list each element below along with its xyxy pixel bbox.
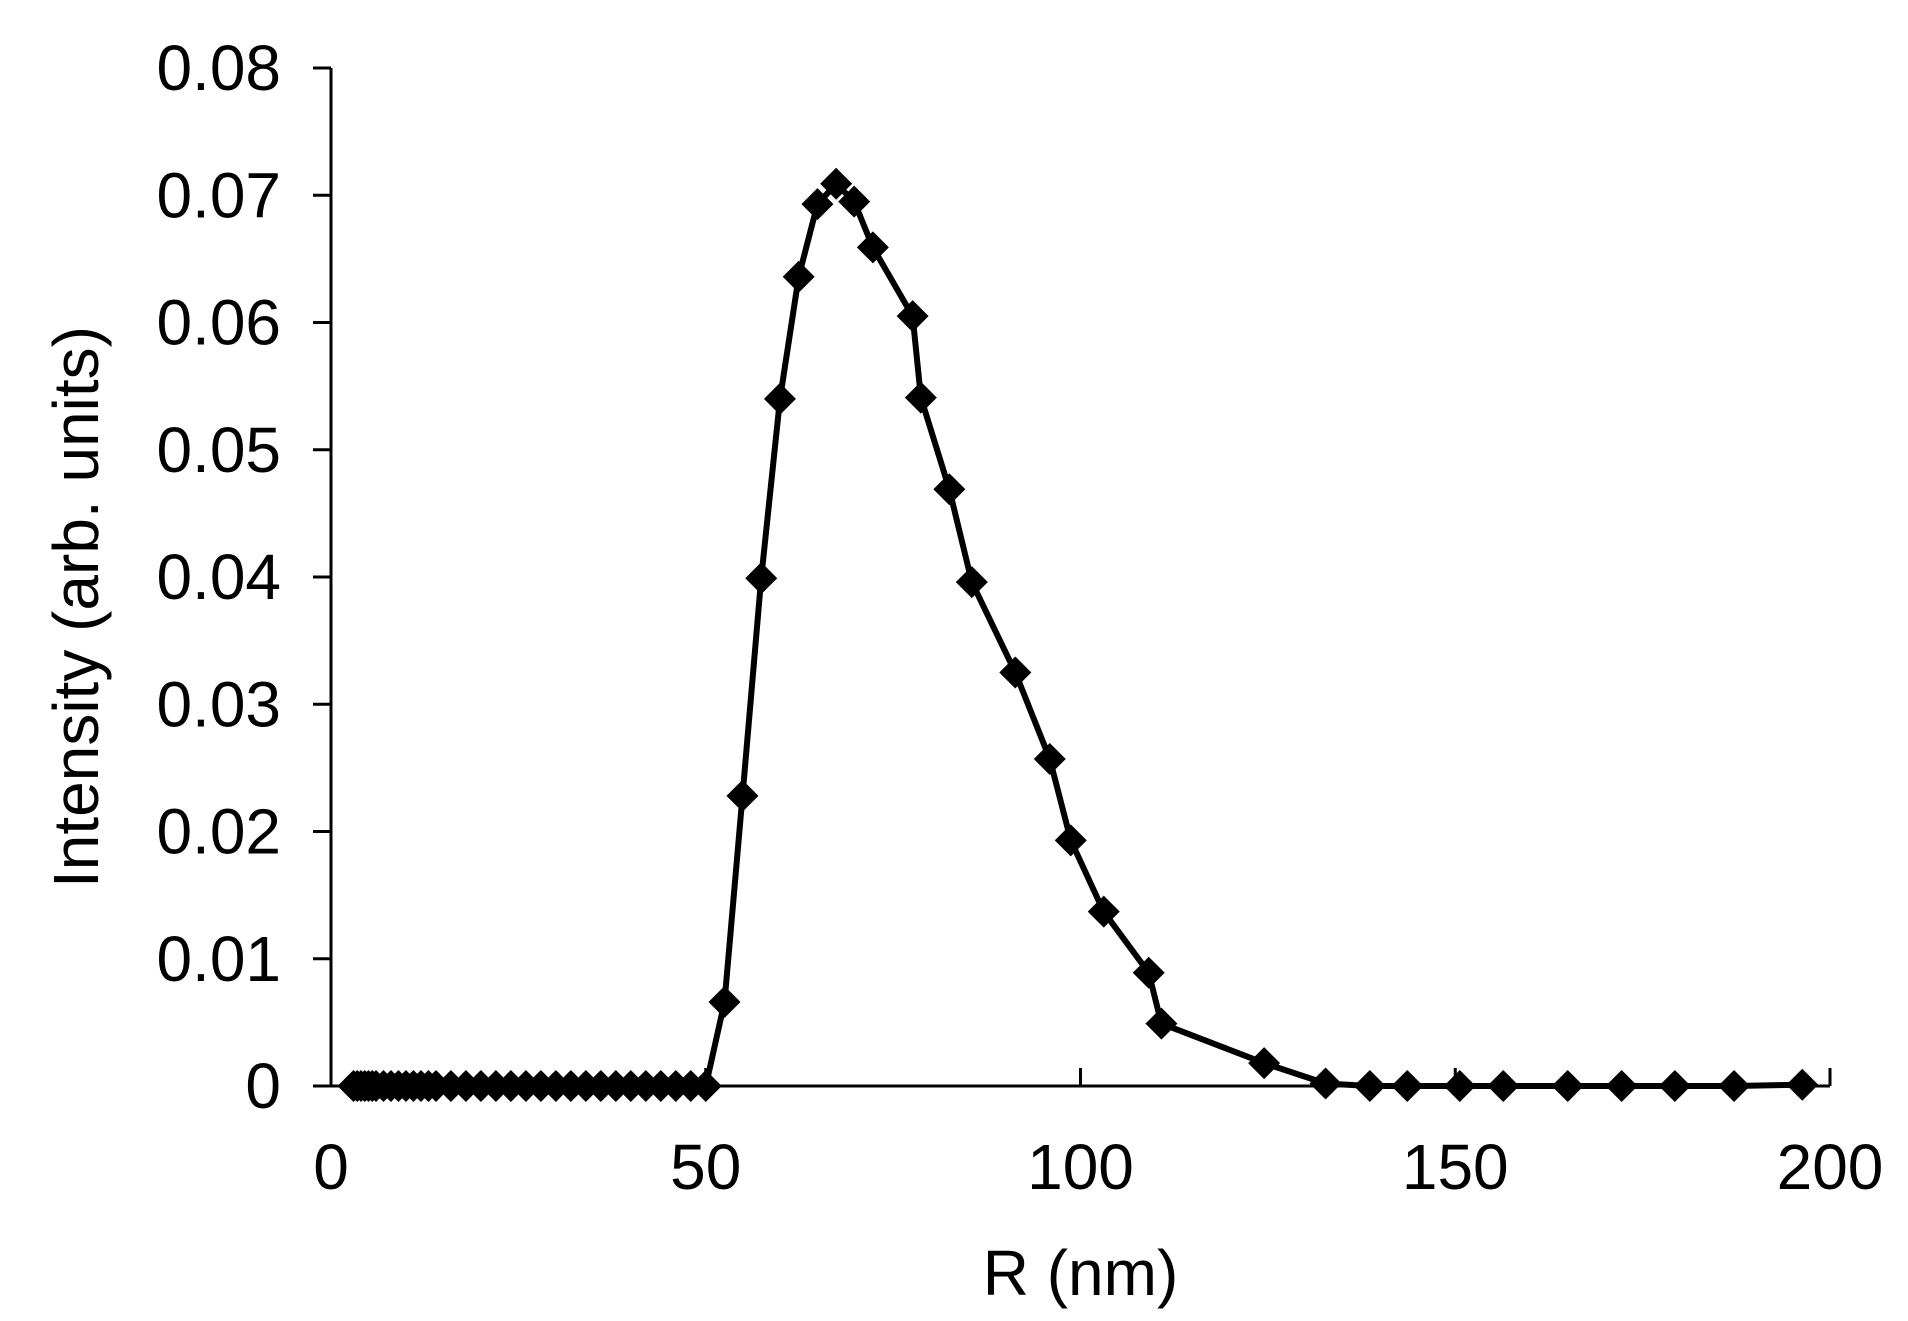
y-tick-label: 0.08: [156, 32, 281, 104]
data-point-marker: [1132, 956, 1165, 989]
series-line: [353, 180, 1803, 1089]
series-layer: [337, 167, 1819, 1102]
data-point-marker: [1054, 824, 1087, 857]
data-point-marker: [896, 300, 929, 333]
data-point-marker: [708, 986, 741, 1019]
data-point-marker: [689, 1070, 722, 1102]
data-point-marker: [933, 473, 966, 506]
data-point-marker: [1087, 895, 1120, 928]
data-point-marker: [1353, 1070, 1386, 1102]
y-tick-label: 0.04: [156, 541, 281, 613]
data-point-marker: [856, 231, 889, 264]
y-tick-label: 0: [245, 1050, 281, 1122]
data-point-marker: [745, 562, 778, 595]
data-point-marker: [763, 382, 796, 415]
x-tick-label: 100: [1027, 1131, 1134, 1203]
data-point-marker: [1605, 1070, 1638, 1102]
y-tick-label: 0.01: [156, 923, 281, 995]
axes: [329, 68, 1830, 1088]
x-axis-title: R (nm): [983, 1237, 1179, 1309]
x-tick-label: 0: [313, 1131, 349, 1203]
data-point-marker: [1033, 742, 1066, 775]
data-point-marker: [1658, 1070, 1691, 1102]
y-tick-label: 0.05: [156, 414, 281, 486]
data-point-marker: [726, 779, 759, 812]
data-point-marker: [1248, 1047, 1281, 1080]
data-point-marker: [1786, 1068, 1819, 1101]
data-point-marker: [820, 167, 853, 200]
x-axis-ticks: 0 50 100 150 200: [313, 1068, 1883, 1203]
x-tick-label: 150: [1402, 1131, 1509, 1203]
data-point-marker: [1487, 1070, 1520, 1102]
y-tick-label: 0.06: [156, 287, 281, 359]
data-point-marker: [801, 188, 834, 221]
y-axis-ticks: 0 0.01 0.02 0.03 0.04 0.05 0.06 0.07 0.08: [156, 32, 331, 1122]
y-tick-label: 0.03: [156, 668, 281, 740]
data-point-marker: [1718, 1070, 1751, 1102]
data-point-marker: [1391, 1070, 1424, 1102]
x-tick-label: 50: [670, 1131, 741, 1203]
data-point-marker: [1309, 1067, 1342, 1100]
data-point-marker: [1551, 1070, 1584, 1102]
data-point-marker: [904, 381, 937, 414]
data-point-marker: [999, 656, 1032, 689]
y-axis-title: Intensity (arb. units): [40, 326, 112, 888]
data-point-marker: [838, 185, 871, 218]
y-tick-label: 0.07: [156, 159, 281, 231]
data-point-marker: [782, 260, 815, 293]
x-tick-label: 200: [1777, 1131, 1884, 1203]
y-tick-label: 0.02: [156, 796, 281, 868]
data-point-marker: [1443, 1070, 1476, 1102]
data-point-marker: [1145, 1007, 1178, 1040]
data-point-marker: [955, 566, 988, 599]
